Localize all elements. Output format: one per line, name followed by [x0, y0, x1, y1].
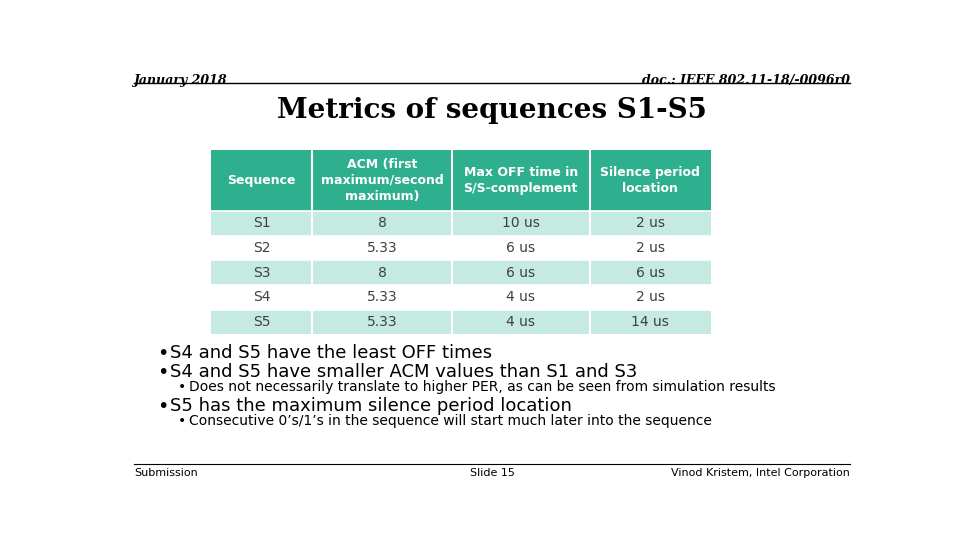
Text: Does not necessarily translate to higher PER, as can be seen from simulation res: Does not necessarily translate to higher… — [189, 380, 776, 394]
Text: •: • — [157, 397, 169, 416]
Bar — [452, 236, 589, 260]
Text: Silence period
location: Silence period location — [600, 166, 700, 195]
Text: •: • — [179, 380, 186, 394]
Text: 8: 8 — [377, 266, 386, 280]
Text: 6 us: 6 us — [506, 266, 536, 280]
Text: 6 us: 6 us — [506, 241, 536, 255]
Bar — [452, 260, 589, 285]
Bar — [312, 309, 452, 334]
Text: Slide 15: Slide 15 — [469, 468, 515, 477]
Bar — [589, 285, 710, 309]
Text: •: • — [157, 363, 169, 382]
Bar — [211, 285, 312, 309]
Bar — [589, 150, 710, 211]
Text: 4 us: 4 us — [506, 291, 535, 305]
Text: S4: S4 — [253, 291, 271, 305]
Text: 2 us: 2 us — [636, 291, 664, 305]
Text: •: • — [179, 414, 186, 428]
Bar — [211, 260, 312, 285]
Text: S5: S5 — [253, 315, 271, 329]
Text: S4 and S5 have smaller ACM values than S1 and S3: S4 and S5 have smaller ACM values than S… — [170, 363, 637, 381]
Text: Consecutive 0’s/1’s in the sequence will start much later into the sequence: Consecutive 0’s/1’s in the sequence will… — [189, 414, 712, 428]
Text: S5 has the maximum silence period location: S5 has the maximum silence period locati… — [170, 397, 571, 415]
Bar — [312, 285, 452, 309]
Text: S1: S1 — [253, 217, 271, 231]
Text: 2 us: 2 us — [636, 241, 664, 255]
Text: 2 us: 2 us — [636, 217, 664, 231]
Text: S2: S2 — [253, 241, 271, 255]
Bar — [312, 260, 452, 285]
Bar — [589, 211, 710, 236]
Text: 5.33: 5.33 — [367, 315, 397, 329]
Bar — [452, 309, 589, 334]
Text: 4 us: 4 us — [506, 315, 535, 329]
Bar — [211, 309, 312, 334]
Text: Submission: Submission — [134, 468, 198, 477]
Bar — [452, 150, 589, 211]
Text: Max OFF time in
S/S-complement: Max OFF time in S/S-complement — [464, 166, 578, 195]
Text: 5.33: 5.33 — [367, 241, 397, 255]
Bar — [589, 309, 710, 334]
Text: doc.: IEEE 802.11-18/-0096r0: doc.: IEEE 802.11-18/-0096r0 — [642, 74, 850, 87]
Bar — [312, 236, 452, 260]
Text: Sequence: Sequence — [228, 174, 296, 187]
Text: 5.33: 5.33 — [367, 291, 397, 305]
Text: Metrics of sequences S1-S5: Metrics of sequences S1-S5 — [277, 97, 707, 124]
Text: 14 us: 14 us — [631, 315, 669, 329]
Text: S3: S3 — [253, 266, 271, 280]
Text: 6 us: 6 us — [636, 266, 664, 280]
Bar — [589, 236, 710, 260]
Bar — [211, 236, 312, 260]
Text: S4 and S5 have the least OFF times: S4 and S5 have the least OFF times — [170, 343, 492, 362]
Bar — [452, 285, 589, 309]
Text: •: • — [157, 343, 169, 362]
Text: Vinod Kristem, Intel Corporation: Vinod Kristem, Intel Corporation — [671, 468, 850, 477]
Bar — [211, 150, 312, 211]
Bar — [589, 260, 710, 285]
Bar — [452, 211, 589, 236]
Text: 8: 8 — [377, 217, 386, 231]
Text: ACM (first
maximum/second
maximum): ACM (first maximum/second maximum) — [321, 158, 444, 203]
Text: January 2018: January 2018 — [134, 74, 228, 87]
Bar — [312, 211, 452, 236]
Text: 10 us: 10 us — [502, 217, 540, 231]
Bar — [211, 211, 312, 236]
Bar — [312, 150, 452, 211]
